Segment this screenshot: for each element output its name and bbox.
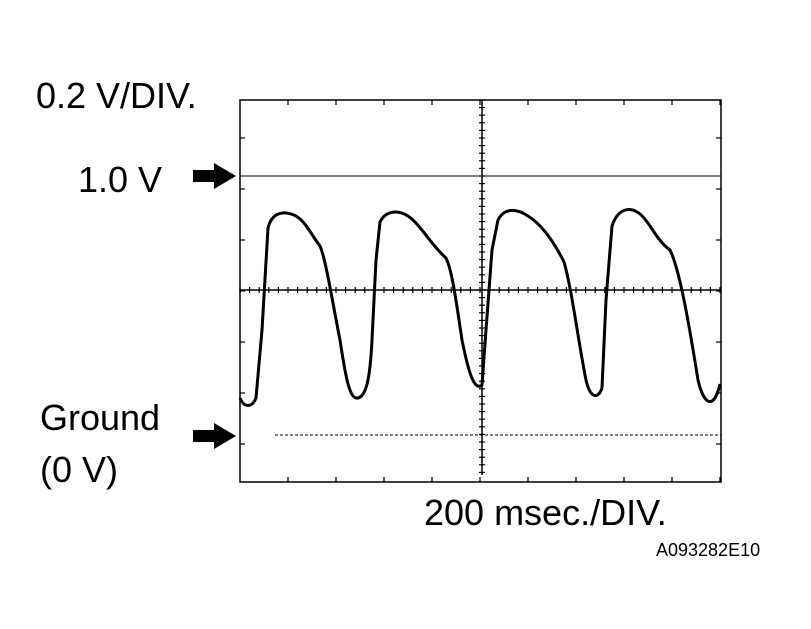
reference-label: 1.0 V <box>78 159 162 200</box>
arrow <box>193 423 236 449</box>
horizontal-scale: 200 msec./DIV. <box>424 492 667 533</box>
arrow <box>193 163 236 189</box>
tick-marks <box>239 99 721 482</box>
ground-label: (0 V) <box>40 449 118 490</box>
figure-code: A093282E10 <box>656 540 760 560</box>
ground-label: Ground <box>40 397 160 438</box>
waveform <box>238 208 722 407</box>
vertical-scale: 0.2 V/DIV. <box>36 75 197 116</box>
